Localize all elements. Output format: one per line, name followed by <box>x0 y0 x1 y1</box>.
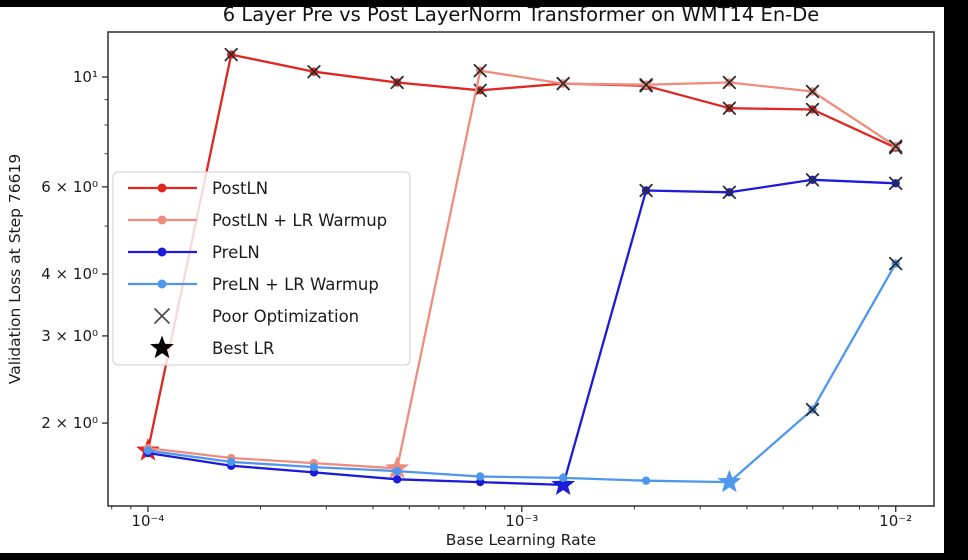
poor-optimization-x-icon <box>889 176 903 191</box>
poor-optimization-x-icon <box>639 77 653 92</box>
data-point-dot <box>143 446 153 455</box>
screenshot-border-right <box>944 0 968 560</box>
data-point-dot <box>641 476 651 485</box>
legend-dot-icon <box>157 215 167 225</box>
poor-optimization-x-icon <box>722 185 737 200</box>
legend-label: Best LR <box>212 339 274 358</box>
x-tick-label: 10⁻⁴ <box>131 512 164 530</box>
screenshot-border-top <box>0 0 968 7</box>
poor-optimization-x-icon <box>722 101 737 115</box>
poor-optimization-x-icon <box>722 75 737 90</box>
data-point-dot <box>309 462 319 472</box>
data-point-dot <box>226 457 236 467</box>
chart-title: 6 Layer Pre vs Post LayerNorm Transforme… <box>223 3 819 26</box>
poor-optimization-x-icon <box>556 76 570 91</box>
screenshot-border-bottom <box>0 553 968 560</box>
y-tick-label: 10¹ <box>73 68 98 86</box>
poor-optimization-x-icon <box>805 173 820 187</box>
y-tick-label: 6 × 10⁰ <box>41 178 98 196</box>
plot-area-border <box>107 31 935 507</box>
best-lr-star-icon <box>551 472 576 496</box>
data-point-dot <box>476 472 485 481</box>
x-axis-label: Base Learning Rate <box>446 531 596 549</box>
legend-label: Poor Optimization <box>212 307 359 326</box>
series-line <box>147 263 897 484</box>
legend-dot-icon <box>157 279 167 289</box>
legend-label: PreLN <box>212 243 260 262</box>
poor-optimization-x-icon <box>805 84 820 99</box>
poor-optimization-x-icon <box>639 183 653 198</box>
best-lr-star-icon <box>717 469 742 493</box>
poor-optimization-x-icon <box>805 102 820 117</box>
poor-optimization-x-icon <box>805 402 820 417</box>
series-line <box>146 53 897 451</box>
poor-optimization-x-icon <box>224 47 238 62</box>
legend-dot-icon <box>157 247 167 257</box>
x-tick-label: 10⁻³ <box>505 512 538 530</box>
legend-box <box>112 171 411 366</box>
axis-ticks: 10⁻⁴ 10⁻³ 10⁻² 10¹ 6 × 10⁰ 4 × 10⁰ 3 × 10⁰ 2 × … <box>41 68 912 530</box>
series-line <box>147 178 896 487</box>
poor-optimization-x-icon <box>390 75 404 90</box>
legend-dot-icon <box>157 183 167 193</box>
poor-optimization-x-icon <box>889 256 903 271</box>
y-tick-label: 4 × 10⁰ <box>41 265 98 283</box>
data-point-dot <box>392 466 402 476</box>
series-line <box>147 69 897 470</box>
legend-star-icon <box>150 335 174 359</box>
poor-optimization-x-icon <box>154 308 170 324</box>
data-point-dot <box>392 475 402 484</box>
y-tick-label: 3 × 10⁰ <box>41 327 98 345</box>
y-axis-label: Validation Loss at Step 76619 <box>6 154 24 384</box>
legend: PostLN PostLN + LR Warmup PreLN PreLN + LR … <box>112 171 411 366</box>
legend-label: PreLN + LR Warmup <box>212 275 379 294</box>
legend-label: PostLN <box>212 179 268 198</box>
poor-optimization-x-icon <box>307 65 321 79</box>
poor-optimization-x-icon <box>889 139 903 153</box>
legend-label: PostLN + LR Warmup <box>212 211 387 230</box>
poor-optimization-x-icon <box>473 63 487 78</box>
data-point-dot <box>558 473 568 483</box>
series-preln-lr-warmup <box>143 256 903 493</box>
y-tick-label: 2 × 10⁰ <box>41 414 98 432</box>
x-tick-label: 10⁻² <box>879 512 912 530</box>
